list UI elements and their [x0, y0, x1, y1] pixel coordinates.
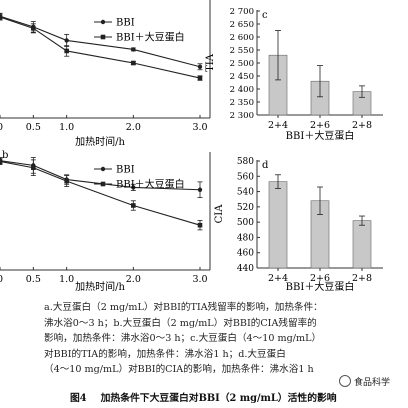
d-y-tick-label: 480	[237, 233, 254, 243]
a-data-point-bbi-soy	[31, 26, 36, 31]
chart-panel-a: 0 0.5 1.0 2.0 3.0 加热时间/h BBI BBI＋大豆蛋白	[0, 0, 211, 148]
c-y-tick-label: 2 650	[230, 20, 254, 30]
panel-c-xlabel: BBI＋大豆蛋白	[286, 129, 355, 142]
b-x-tick-label: 0.5	[26, 274, 41, 285]
c-y-tick-label: 2 700	[230, 7, 254, 17]
a-legend-marker	[100, 34, 106, 40]
a-data-point-bbi-soy	[0, 14, 3, 20]
panel-c-ylabel: TIA	[205, 53, 216, 72]
caption-line: 沸水浴0～3 h；b.大豆蛋白（2 mg/mL）对BBI的CIA残留率的	[44, 317, 317, 329]
d-y-tick-label: 440	[237, 264, 254, 274]
a-legend-label: BBI＋大豆蛋白	[116, 31, 185, 44]
c-y-tick-label: 2 450	[230, 72, 254, 82]
d-y-tick-label: 560	[237, 172, 254, 182]
b-legend-marker	[100, 181, 106, 187]
panel-d-label: d	[262, 160, 269, 171]
a-data-point-bbi	[64, 38, 69, 43]
b-x-tick-label: 3.0	[192, 274, 207, 285]
caption-line: （4～10 mg/mL）对BBI的CIA的影响，加热条件：沸水浴1 h	[44, 364, 314, 375]
wechat-icon	[339, 375, 351, 387]
d-category-label: 2+8	[352, 273, 372, 284]
panel-b-xlabel: 加热时间/h	[75, 280, 125, 293]
chart-panel-d: d CIA 440 460 480 500 520 540 560 580 2+4 2+6 2+8…	[214, 157, 383, 293]
d-category-label: 2+4	[268, 273, 288, 284]
b-data-point-bbi-soy	[197, 222, 203, 228]
figure-number: 图4	[70, 393, 87, 404]
b-x-tick-label: 0	[0, 274, 3, 285]
watermark-badge: 食品科学	[336, 374, 394, 389]
d-y-tick-label: 500	[237, 218, 254, 228]
panel-a-xlabel: 加热时间/h	[75, 135, 125, 148]
figure-caption: a.大豆蛋白（2 mg/mL）对BBI的TIA残留率的影响，加热条件： 沸水浴0…	[44, 300, 374, 378]
caption-line: 影响，加热条件：沸水浴0～3 h；c.大豆蛋白（4～10 mg/mL）	[44, 333, 322, 344]
a-data-point-bbi	[197, 64, 203, 69]
d-bar-2-4	[268, 181, 288, 269]
a-data-point-bbi-soy	[64, 48, 69, 54]
c-y-tick-label: 2 500	[230, 59, 254, 69]
a-x-tick-label: 2.0	[126, 122, 141, 133]
b-data-point-bbi	[131, 185, 136, 190]
a-data-point-bbi	[131, 47, 136, 52]
a-legend-label: BBI	[116, 18, 135, 29]
c-y-tick-label: 2 300	[230, 111, 254, 121]
c-y-tick-label: 2 400	[230, 85, 254, 95]
d-bar-2-8	[352, 220, 372, 269]
b-x-tick-label: 1.0	[59, 274, 74, 285]
d-category-label: 2+6	[310, 273, 330, 284]
a-data-point-bbi-soy	[197, 75, 203, 81]
c-category-label: 2+8	[352, 120, 372, 131]
chart-panel-c: c TIA 2 300 2 350 2 400 2 450 2 500 2 550 2 60…	[205, 7, 383, 142]
c-y-tick-label: 2 350	[230, 98, 254, 108]
figure-title-text: 加热条件下大豆蛋白对BBI（2 mg/mL）活性的影响	[100, 393, 337, 404]
b-data-point-bbi-soy	[31, 165, 36, 171]
c-y-tick-label: 2 600	[230, 33, 254, 43]
b-legend-marker	[100, 166, 106, 172]
c-category-label: 2+6	[310, 120, 330, 131]
panel-d-ylabel: CIA	[214, 204, 225, 224]
a-x-tick-label: 0	[0, 122, 3, 133]
d-y-tick-label: 520	[237, 203, 254, 213]
b-data-point-bbi-soy	[0, 159, 3, 164]
b-data-point-bbi	[197, 187, 203, 192]
watermark-text: 食品科学	[354, 378, 391, 388]
a-x-tick-label: 0.5	[26, 122, 41, 133]
a-x-tick-label: 3.0	[192, 122, 207, 133]
a-legend-marker	[100, 19, 106, 25]
b-legend-label: BBI	[116, 165, 135, 176]
b-legend-label: BBI＋大豆蛋白	[116, 178, 185, 191]
a-data-point-bbi-soy	[131, 60, 136, 66]
d-y-tick-label: 540	[237, 188, 254, 198]
c-y-tick-label: 2 550	[230, 46, 254, 56]
figure-title: 图4 加热条件下大豆蛋白对BBI（2 mg/mL）活性的影响	[70, 390, 351, 404]
caption-line: a.大豆蛋白（2 mg/mL）对BBI的TIA残留率的影响，加热条件：	[44, 302, 323, 313]
chart-panel-b: b 0 0.5 1.0 2.0 3.0 加热时间/h BBI BBI＋大豆蛋白	[0, 150, 211, 293]
b-data-point-bbi-soy	[131, 203, 136, 208]
b-series-line-2	[0, 160, 201, 226]
d-y-tick-label: 460	[237, 249, 254, 259]
panel-d-xlabel: BBI＋大豆蛋白	[286, 280, 355, 293]
c-category-label: 2+4	[268, 120, 288, 131]
b-x-tick-label: 2.0	[126, 274, 141, 285]
caption-line: 对BBI的TIA的影响，加热条件：沸水浴1 h；d.大豆蛋白	[44, 348, 286, 360]
panel-c-label: c	[262, 10, 268, 21]
b-data-point-bbi-soy	[64, 178, 69, 184]
d-y-tick-label: 580	[237, 157, 254, 167]
a-x-tick-label: 1.0	[59, 122, 74, 133]
panel-b-label: b	[2, 150, 8, 161]
